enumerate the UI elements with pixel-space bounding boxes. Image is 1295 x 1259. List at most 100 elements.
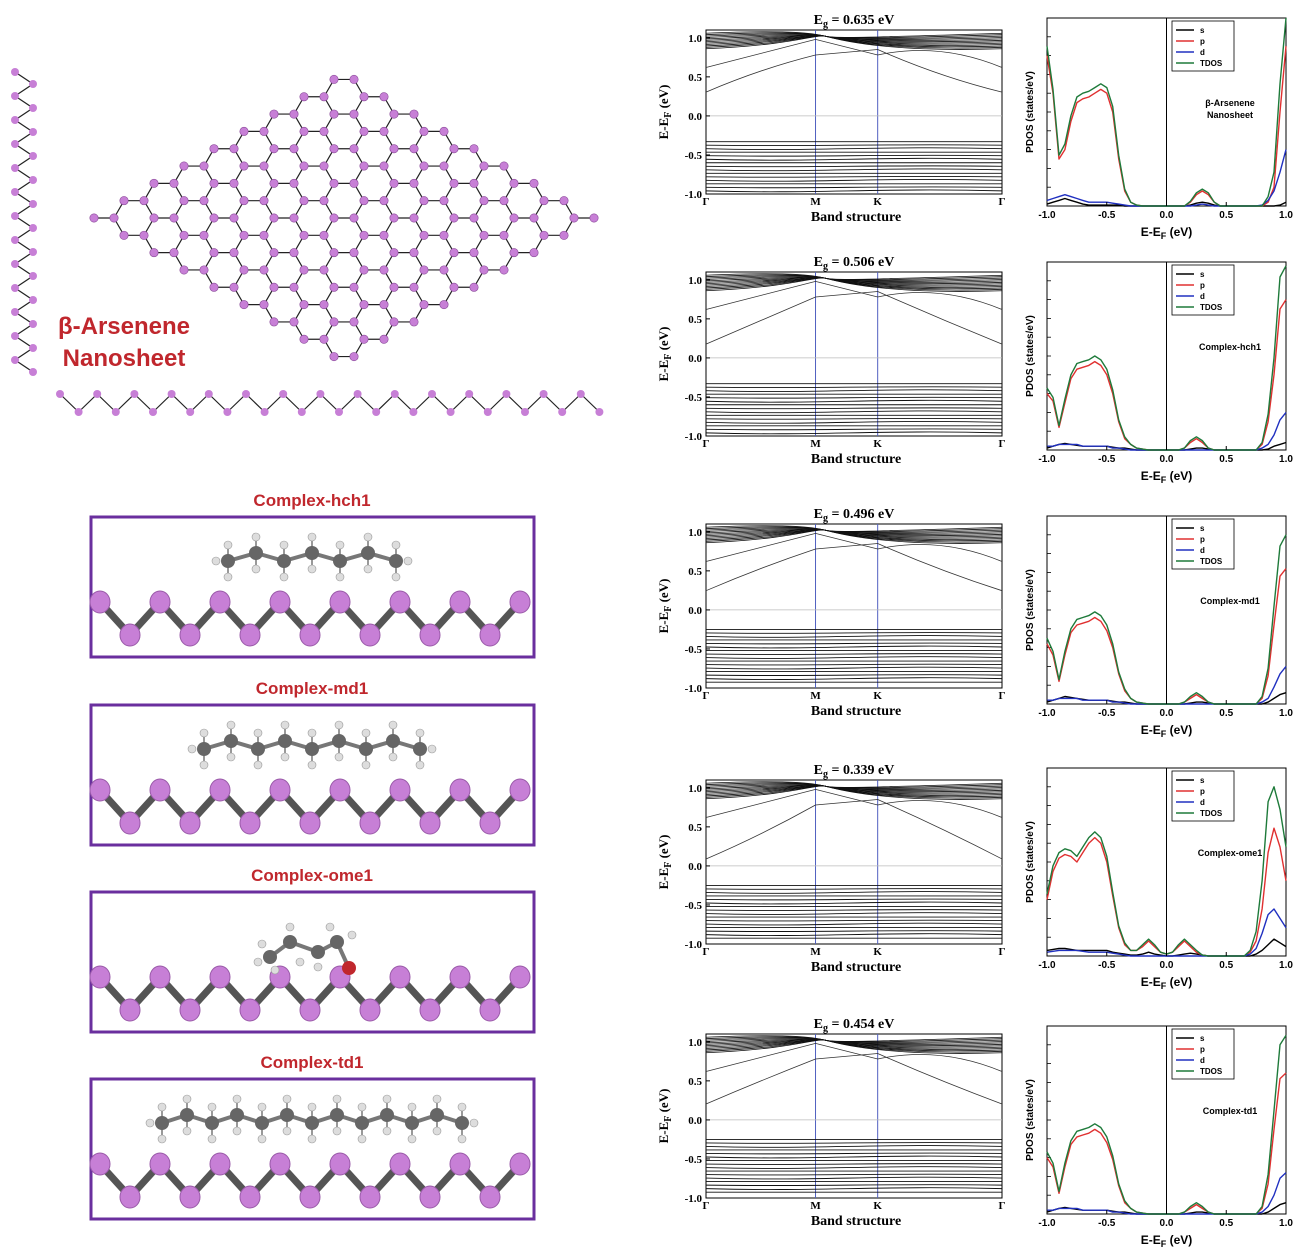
arsenic-atom bbox=[449, 248, 459, 258]
arsenic-atom bbox=[479, 265, 489, 275]
hydrogen-atom bbox=[270, 965, 280, 975]
arsenic-atom bbox=[529, 248, 539, 258]
arsenic-atom bbox=[379, 126, 389, 136]
legend-label: p bbox=[1200, 281, 1205, 290]
y-tick-label: -1.0 bbox=[685, 683, 703, 695]
hydrogen-atom bbox=[469, 1118, 479, 1128]
arsenic-atom bbox=[29, 80, 37, 88]
arsenic-atom bbox=[199, 161, 209, 171]
carbon-atom bbox=[359, 742, 373, 756]
arsenic-atom bbox=[439, 300, 449, 310]
arsenic-atom bbox=[349, 144, 359, 154]
hydrogen-atom bbox=[415, 760, 425, 770]
arsenic-atom bbox=[11, 356, 19, 364]
band-ylabel: E-EF (eV) bbox=[656, 579, 674, 634]
pdos-annotation: β-Arsenene bbox=[1205, 98, 1255, 108]
hydrogen-atom bbox=[211, 556, 221, 566]
kpoint-label: Γ bbox=[703, 438, 710, 450]
arsenic-atom bbox=[359, 623, 381, 647]
valence-band bbox=[705, 656, 1003, 659]
arsenic-atom bbox=[319, 230, 329, 240]
complex-3: Complex-ome1 bbox=[89, 866, 536, 1034]
arsenic-atom bbox=[179, 230, 189, 240]
kpoint-label: K bbox=[873, 1200, 882, 1212]
pdos-panel-4: spd TDOS Complex-ome1 -1.0 -0.5 0.0 0.5 1.0 E-EF… bbox=[1025, 767, 1293, 991]
legend-label: TDOS bbox=[1200, 1067, 1223, 1076]
arsenic-atom bbox=[119, 196, 129, 206]
arsenic-atom bbox=[319, 161, 329, 171]
arsenic-atom bbox=[89, 965, 111, 989]
arsenic-atom bbox=[539, 390, 548, 398]
bond bbox=[59, 393, 80, 413]
carbon-atom bbox=[224, 734, 238, 748]
hydrogen-atom bbox=[280, 720, 290, 730]
bond bbox=[505, 393, 526, 413]
arsenic-atom bbox=[11, 308, 19, 316]
carbon-atom bbox=[255, 1116, 269, 1130]
arsenic-atom bbox=[389, 965, 411, 989]
arsenic-atom bbox=[329, 74, 339, 84]
arsenic-atom bbox=[239, 623, 261, 647]
valence-band bbox=[705, 389, 1003, 393]
valence-band bbox=[705, 386, 1003, 389]
arsenic-atom bbox=[502, 390, 511, 398]
x-tick-label: 0.5 bbox=[1219, 708, 1233, 719]
arsenic-atom bbox=[389, 590, 411, 614]
bond bbox=[115, 393, 135, 413]
valence-band bbox=[705, 1176, 1003, 1180]
pdos-panel-2: spd TDOS Complex-hch1 -1.0 -0.5 0.0 0.5 1.0 E-EF… bbox=[1025, 261, 1293, 485]
arsenic-atom bbox=[299, 998, 321, 1022]
bond bbox=[450, 393, 470, 413]
y-tick-label: -0.5 bbox=[685, 644, 703, 656]
hydrogen-atom bbox=[253, 728, 263, 738]
valence-band bbox=[705, 1173, 1003, 1176]
valence-band bbox=[705, 653, 1003, 655]
hydrogen-atom bbox=[285, 922, 295, 932]
arsenic-atom bbox=[209, 178, 219, 188]
arsenic-atom bbox=[372, 408, 381, 416]
valence-band bbox=[705, 175, 1003, 178]
arsenic-atom bbox=[439, 196, 449, 206]
bond bbox=[338, 393, 359, 413]
valence-band bbox=[705, 1163, 1003, 1165]
legend-label: p bbox=[1200, 535, 1205, 544]
nanosheet-top-view bbox=[89, 74, 599, 362]
valence-band bbox=[705, 1155, 1003, 1159]
arsenic-atom bbox=[319, 196, 329, 206]
valence-band bbox=[705, 168, 1003, 172]
arsenic-atom bbox=[428, 390, 436, 398]
arsenic-atom bbox=[239, 1185, 261, 1209]
valence-band bbox=[705, 144, 1003, 147]
arsenic-atom bbox=[179, 265, 189, 275]
valence-band bbox=[705, 632, 1003, 634]
arsenic-atom bbox=[299, 623, 321, 647]
arsenic-atom bbox=[239, 811, 261, 835]
hydrogen-atom bbox=[432, 1094, 442, 1104]
arsenic-atom bbox=[269, 317, 279, 327]
band-ylabel: E-EF (eV) bbox=[656, 85, 674, 140]
y-tick-label: 1.0 bbox=[688, 527, 702, 539]
bond bbox=[189, 393, 210, 413]
arsenic-atom bbox=[595, 408, 604, 416]
legend-label: d bbox=[1200, 292, 1205, 301]
arsenic-atom bbox=[289, 213, 299, 223]
hydrogen-atom bbox=[427, 744, 437, 754]
arsenic-atom bbox=[149, 1152, 171, 1176]
arsenic-atom bbox=[359, 998, 381, 1022]
hydrogen-atom bbox=[391, 572, 401, 582]
carbon-atom bbox=[305, 742, 319, 756]
arsenic-atom bbox=[509, 1152, 531, 1176]
arsenic-atom bbox=[289, 109, 299, 119]
y-tick-label: -0.5 bbox=[685, 150, 703, 162]
band-title: Eg = 0.635 eV bbox=[814, 13, 895, 30]
hydrogen-atom bbox=[407, 1134, 417, 1144]
arsenic-atom bbox=[469, 144, 479, 154]
arsenic-atom bbox=[319, 126, 329, 136]
arsenic-atom bbox=[409, 408, 418, 416]
valence-band bbox=[705, 645, 1003, 649]
arsenic-atom bbox=[289, 317, 299, 327]
x-tick-label: 0.0 bbox=[1160, 1218, 1174, 1229]
arsenic-atom bbox=[167, 390, 176, 398]
arsenic-atom bbox=[299, 811, 321, 835]
hydrogen-atom bbox=[251, 532, 261, 542]
